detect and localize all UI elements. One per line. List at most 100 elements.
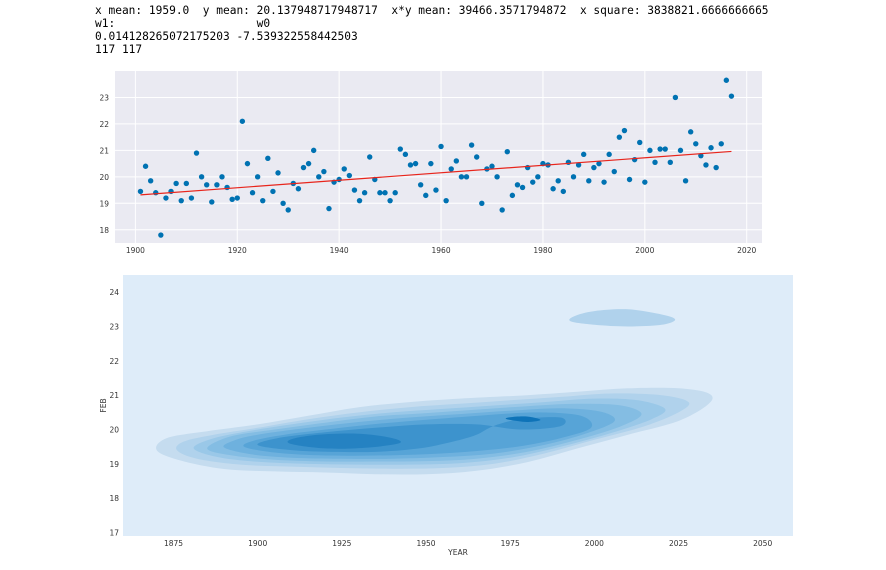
x-tick-label: 1950 (416, 539, 435, 548)
x-tick-label: 1900 (248, 539, 267, 548)
data-point (387, 197, 393, 204)
y-tick-label: 19 (99, 199, 109, 208)
y-tick-label: 22 (109, 357, 119, 366)
data-point (300, 164, 307, 171)
data-point (708, 145, 714, 151)
data-point (514, 182, 521, 188)
x-tick-label: 1980 (533, 246, 552, 255)
data-point (560, 188, 567, 195)
y-tick-label: 23 (109, 323, 119, 332)
data-point (397, 146, 403, 152)
data-point (193, 150, 200, 156)
data-point (423, 192, 429, 199)
x-tick-label: 2000 (635, 246, 654, 255)
data-point (158, 232, 164, 238)
density-contour (569, 309, 676, 327)
data-point (336, 176, 342, 183)
data-point (367, 154, 373, 160)
data-point (453, 158, 460, 164)
density-contour (505, 416, 541, 423)
data-point (310, 147, 317, 154)
y-tick-label: 24 (109, 288, 119, 297)
data-point (280, 200, 286, 207)
data-point (703, 162, 709, 168)
y-tick-label: 20 (109, 426, 119, 435)
data-point (254, 174, 261, 180)
data-point (468, 142, 475, 148)
data-point (713, 164, 719, 171)
x-tick-label: 2050 (753, 539, 772, 548)
kde-plot: 1875 1900 1925 1950 1975 2000 2025 2050 17 18 19 20… (99, 275, 793, 557)
data-point (677, 147, 684, 154)
y-tick-label: 21 (99, 146, 109, 155)
data-point (621, 127, 628, 134)
data-point (575, 162, 582, 168)
data-point (474, 154, 480, 160)
data-point (417, 182, 424, 188)
data-point (652, 159, 658, 165)
data-point (433, 187, 439, 193)
data-point (509, 192, 516, 199)
data-point (672, 94, 679, 101)
x-axis-label: YEAR (447, 548, 468, 557)
data-point (219, 174, 225, 180)
data-point (723, 77, 730, 83)
data-point (519, 184, 526, 191)
data-point (341, 166, 347, 172)
x-tick-label: 2000 (585, 539, 604, 548)
output-line-2: w1: w0 (95, 17, 271, 30)
data-point (392, 190, 398, 196)
data-point (173, 180, 179, 187)
data-point (601, 179, 607, 185)
x-tick-label: 1900 (126, 246, 145, 255)
x-tick-label: 1875 (164, 539, 183, 548)
data-point (499, 207, 505, 213)
data-point (535, 174, 541, 180)
data-point (631, 156, 638, 163)
data-point (606, 151, 612, 158)
output-line-3: 0.014128265072175203 -7.539322558442503 (95, 30, 358, 43)
data-point (662, 146, 668, 152)
data-point (270, 188, 276, 195)
data-point (443, 197, 449, 204)
data-point (596, 160, 602, 167)
x-tick-label: 1925 (332, 539, 351, 548)
data-point (479, 200, 485, 207)
data-point (570, 174, 577, 180)
data-point (489, 163, 495, 169)
data-point (718, 141, 724, 147)
output-line-4: 117 117 (95, 43, 143, 56)
x-tick-label: 1940 (330, 246, 349, 255)
data-point (642, 179, 648, 185)
data-point (249, 190, 256, 196)
data-point (183, 180, 190, 187)
data-point (438, 143, 444, 150)
data-point (530, 179, 536, 185)
data-point (580, 151, 587, 158)
data-point (305, 160, 312, 167)
data-point (448, 166, 454, 172)
data-point (565, 159, 572, 165)
data-point (687, 129, 694, 135)
data-point (555, 178, 561, 184)
x-tick-label: 2025 (669, 539, 688, 548)
data-point (667, 159, 673, 165)
data-point (504, 149, 510, 155)
data-point (637, 139, 643, 146)
data-point (326, 205, 332, 212)
data-point (412, 160, 419, 167)
x-tick-label: 1960 (432, 246, 451, 255)
data-point (142, 163, 149, 169)
data-point (382, 190, 388, 196)
y-tick-label: 18 (99, 226, 109, 235)
data-point (346, 172, 353, 179)
data-point (728, 93, 735, 99)
output-line-1: x mean: 1959.0 y mean: 20.13794871794871… (95, 4, 769, 17)
data-point (361, 190, 368, 196)
data-point (163, 195, 169, 201)
data-point (285, 207, 291, 213)
data-point (494, 174, 500, 180)
data-point (178, 197, 184, 204)
